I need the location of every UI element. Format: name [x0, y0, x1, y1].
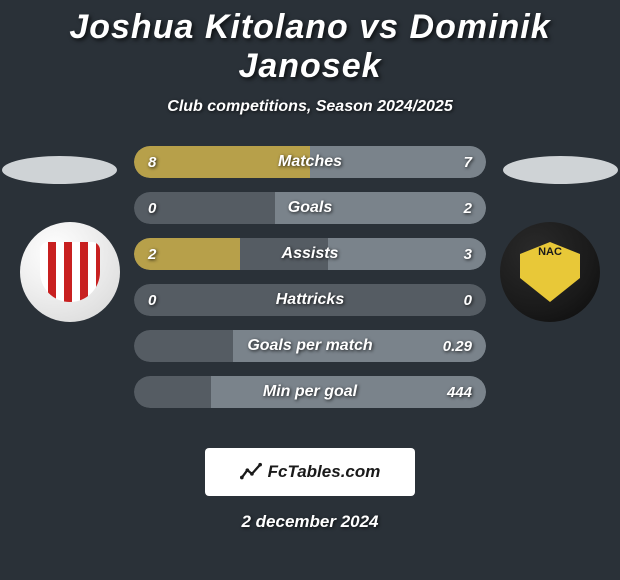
stat-value-left: 0	[148, 192, 156, 224]
stat-label: Min per goal	[134, 376, 486, 408]
stat-label: Goals	[134, 192, 486, 224]
stat-value-right: 3	[464, 238, 472, 270]
stat-row: Goals per match0.29	[134, 330, 486, 362]
club-badge-right-shield: NAC	[520, 242, 580, 302]
stat-value-left: 2	[148, 238, 156, 270]
stat-value-right: 0	[464, 284, 472, 316]
stat-row: Min per goal444	[134, 376, 486, 408]
player-left-photo-placeholder	[2, 156, 117, 184]
brand-text: FcTables.com	[268, 462, 381, 482]
stat-row: Assists2 3	[134, 238, 486, 270]
club-badge-right: NAC	[500, 222, 600, 322]
stat-label: Matches	[134, 146, 486, 178]
stat-value-right: 7	[464, 146, 472, 178]
season-subtitle: Club competitions, Season 2024/2025	[0, 98, 620, 116]
stat-value-right: 444	[447, 376, 472, 408]
club-badge-left	[20, 222, 120, 322]
stat-row: Hattricks0 0	[134, 284, 486, 316]
comparison-title: Joshua Kitolano vs Dominik Janosek	[0, 0, 620, 86]
stat-bars: Matches87Goals02Assists23Hattricks00Goal…	[134, 146, 486, 422]
comparison-content: NAC Matches87Goals02Assists23Hattricks00…	[0, 146, 620, 436]
stat-value-left: 8	[148, 146, 156, 178]
stat-label: Assists	[134, 238, 486, 270]
stat-label: Goals per match	[134, 330, 486, 362]
club-badge-left-inner	[40, 242, 100, 302]
stat-value-left: 0	[148, 284, 156, 316]
stat-row: Goals0 2	[134, 192, 486, 224]
club-code-right: NAC	[538, 246, 562, 258]
stat-row: Matches8 7	[134, 146, 486, 178]
player-right-photo-placeholder	[503, 156, 618, 184]
brand-badge: FcTables.com	[205, 448, 415, 496]
stat-value-right: 2	[464, 192, 472, 224]
stat-label: Hattricks	[134, 284, 486, 316]
stat-value-right: 0.29	[443, 330, 472, 362]
snapshot-date: 2 december 2024	[0, 512, 620, 532]
chart-icon	[240, 461, 262, 483]
